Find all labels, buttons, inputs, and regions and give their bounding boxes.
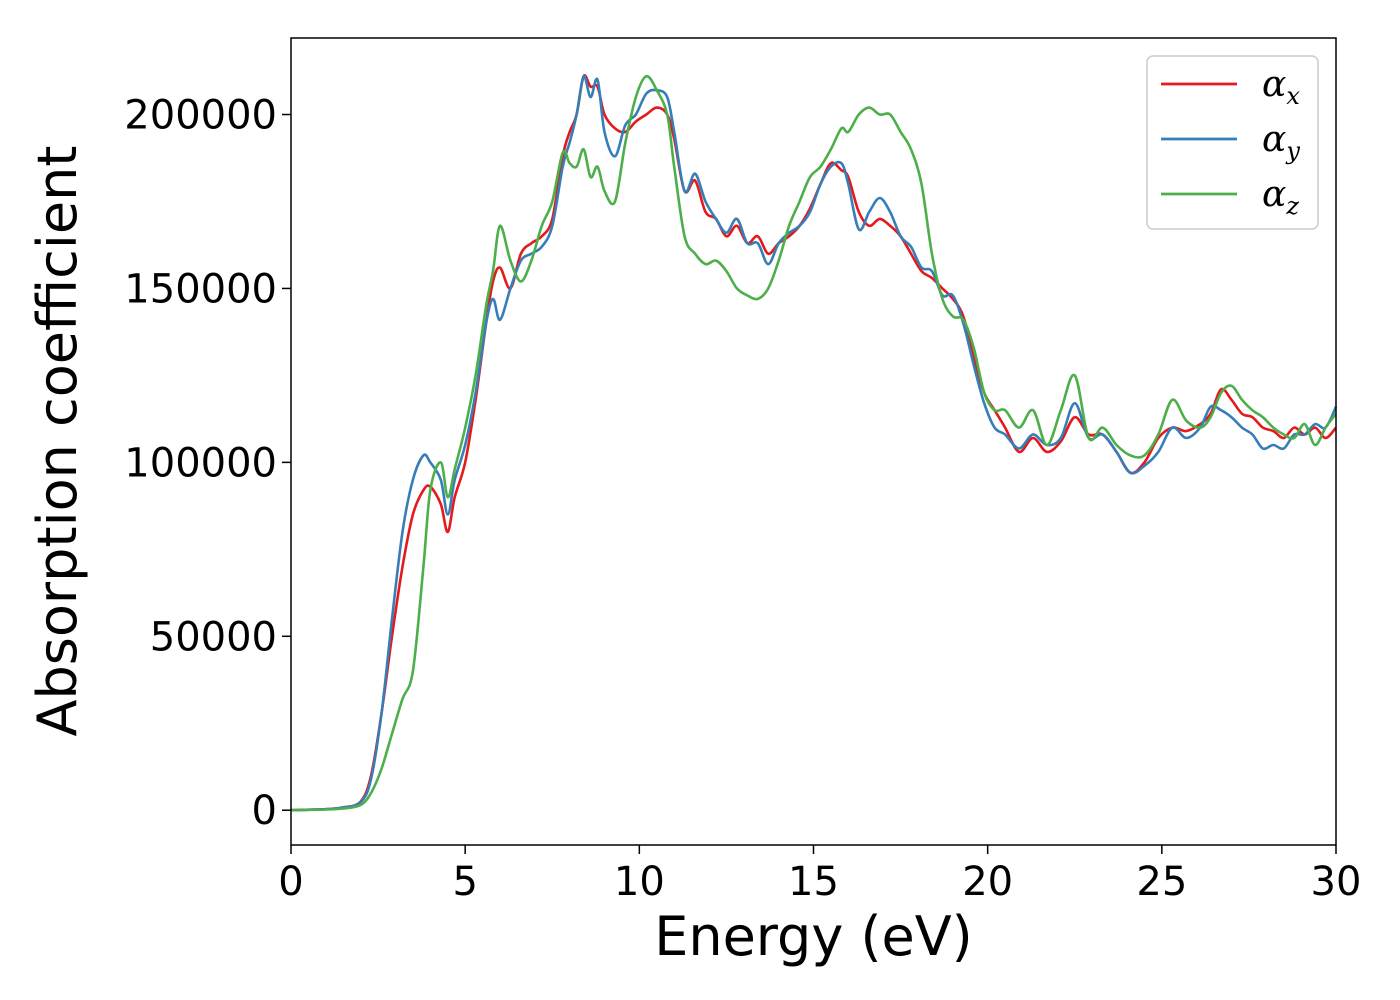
x-tick-label: 20 [962,859,1013,905]
x-tick-label: 10 [614,859,665,905]
y-tick-label: 0 [252,788,277,834]
x-axis-ticks: 0 5 10 15 20 25 30 [278,845,1361,905]
y-axis-title: Absorption coefficient [26,146,89,737]
y-tick-label: 50000 [150,614,277,660]
legend-frame [1146,55,1319,230]
x-tick-label: 30 [1311,859,1362,905]
x-tick-label: 25 [1136,859,1187,905]
x-tick-label: 5 [452,859,477,905]
legend: αx αy αz [1146,55,1319,230]
series-line-z [290,74,1338,812]
y-axis-ticks: 0 50000 100000 150000 200000 [124,93,291,834]
y-tick-label: 100000 [124,440,277,486]
legend-label-z: αz [1262,174,1299,220]
y-tick-label: 200000 [124,93,277,139]
x-tick-label: 0 [278,859,303,905]
x-tick-label: 15 [788,859,839,905]
series-layer [290,74,1338,812]
y-tick-label: 150000 [124,266,277,312]
legend-label-y: αy [1262,119,1300,165]
legend-label-x: αx [1262,64,1300,110]
x-axis-title: Energy (eV) [654,905,973,968]
